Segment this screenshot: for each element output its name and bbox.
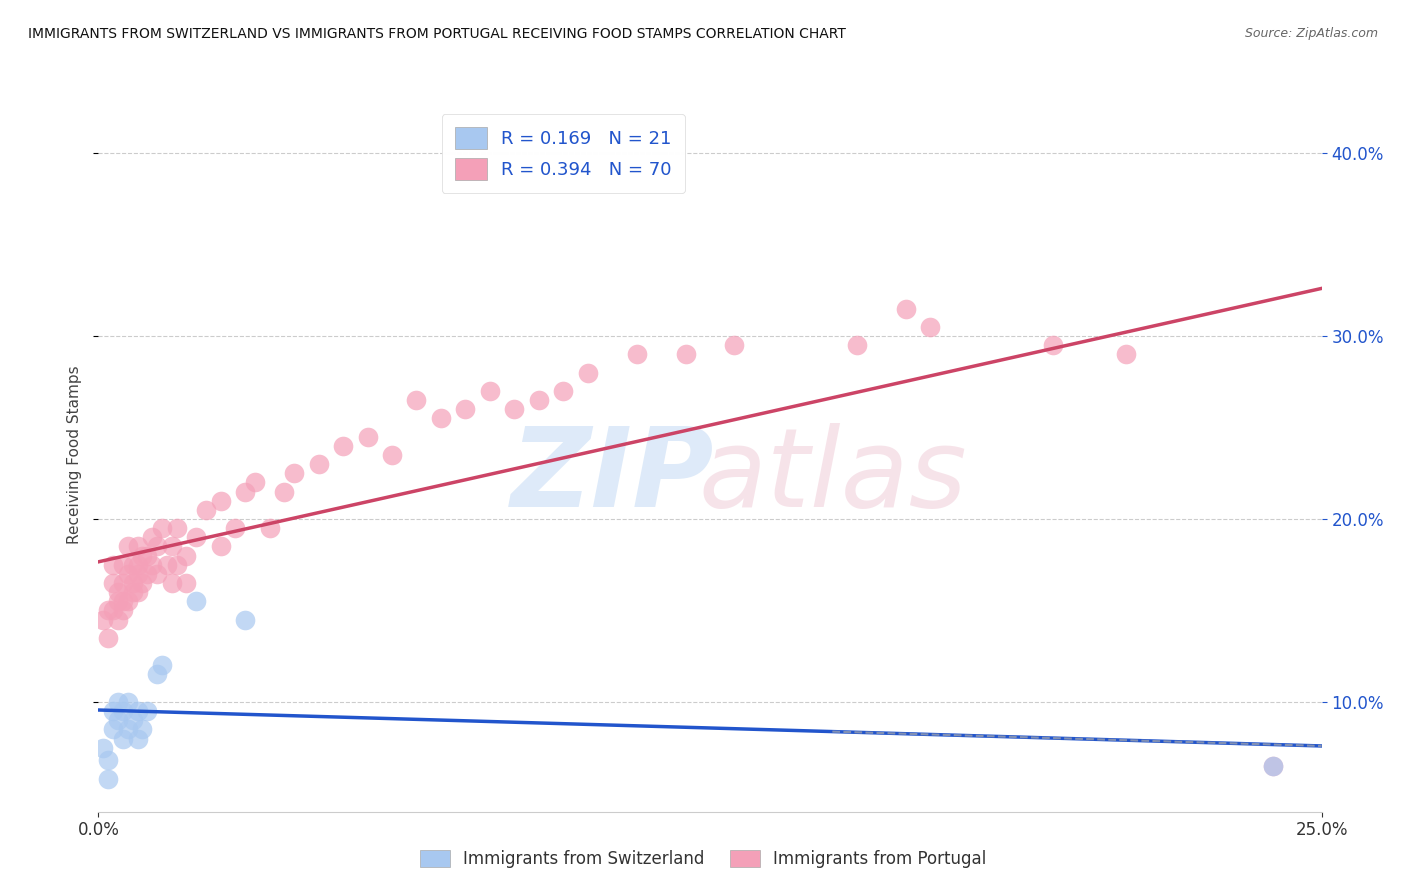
- Point: [121, 585, 143, 599]
- Legend: Immigrants from Switzerland, Immigrants from Portugal: Immigrants from Switzerland, Immigrants …: [413, 843, 993, 875]
- Point: [150, 658, 173, 673]
- Point: [209, 540, 232, 554]
- Point: [146, 540, 169, 554]
- Text: IMMIGRANTS FROM SWITZERLAND VS IMMIGRANTS FROM PORTUGAL RECEIVING FOOD STAMPS CO: IMMIGRANTS FROM SWITZERLAND VS IMMIGRANT…: [28, 27, 846, 41]
- Point: [430, 411, 453, 425]
- Point: [101, 576, 124, 591]
- Point: [146, 566, 169, 581]
- Point: [127, 585, 149, 599]
- Point: [146, 667, 169, 681]
- Point: [136, 566, 159, 581]
- Point: [107, 713, 129, 727]
- Point: [111, 558, 134, 572]
- Point: [381, 448, 404, 462]
- Point: [91, 740, 114, 755]
- Point: [101, 723, 124, 737]
- Point: [117, 695, 139, 709]
- Point: [131, 723, 153, 737]
- Point: [176, 549, 198, 563]
- Point: [107, 585, 129, 599]
- Point: [332, 439, 354, 453]
- Point: [121, 713, 143, 727]
- Y-axis label: Receiving Food Stamps: Receiving Food Stamps: [67, 366, 83, 544]
- Point: [121, 576, 143, 591]
- Point: [107, 695, 129, 709]
- Point: [166, 521, 188, 535]
- Point: [503, 402, 526, 417]
- Point: [117, 723, 139, 737]
- Legend: R = 0.169   N = 21, R = 0.394   N = 70: R = 0.169 N = 21, R = 0.394 N = 70: [441, 114, 685, 193]
- Point: [283, 467, 305, 481]
- Text: Source: ZipAtlas.com: Source: ZipAtlas.com: [1244, 27, 1378, 40]
- Point: [101, 558, 124, 572]
- Point: [111, 594, 134, 608]
- Point: [1261, 759, 1284, 773]
- Point: [209, 493, 232, 508]
- Point: [117, 566, 139, 581]
- Point: [1042, 338, 1064, 352]
- Point: [156, 558, 179, 572]
- Point: [894, 301, 917, 316]
- Text: atlas: atlas: [697, 423, 967, 530]
- Point: [845, 338, 868, 352]
- Point: [101, 704, 124, 718]
- Point: [91, 613, 114, 627]
- Text: ZIP: ZIP: [510, 423, 714, 530]
- Point: [160, 540, 183, 554]
- Point: [186, 530, 208, 544]
- Point: [136, 549, 159, 563]
- Point: [195, 503, 218, 517]
- Point: [553, 384, 575, 398]
- Point: [454, 402, 477, 417]
- Point: [97, 603, 120, 617]
- Point: [117, 594, 139, 608]
- Point: [141, 558, 163, 572]
- Point: [1261, 759, 1284, 773]
- Point: [127, 704, 149, 718]
- Point: [675, 347, 697, 361]
- Point: [478, 384, 501, 398]
- Point: [131, 576, 153, 591]
- Point: [308, 457, 330, 471]
- Point: [243, 475, 266, 490]
- Point: [920, 319, 942, 334]
- Point: [97, 772, 120, 786]
- Point: [356, 429, 378, 443]
- Point: [127, 558, 149, 572]
- Point: [136, 704, 159, 718]
- Point: [273, 484, 295, 499]
- Point: [576, 366, 599, 380]
- Point: [127, 566, 149, 581]
- Point: [101, 603, 124, 617]
- Point: [127, 731, 149, 746]
- Point: [127, 540, 149, 554]
- Point: [97, 754, 120, 768]
- Point: [141, 530, 163, 544]
- Point: [107, 613, 129, 627]
- Point: [111, 576, 134, 591]
- Point: [160, 576, 183, 591]
- Point: [233, 613, 256, 627]
- Point: [166, 558, 188, 572]
- Point: [117, 540, 139, 554]
- Point: [233, 484, 256, 499]
- Point: [1115, 347, 1137, 361]
- Point: [186, 594, 208, 608]
- Point: [224, 521, 246, 535]
- Point: [111, 704, 134, 718]
- Point: [527, 392, 550, 407]
- Point: [176, 576, 198, 591]
- Point: [405, 392, 427, 407]
- Point: [111, 603, 134, 617]
- Point: [259, 521, 281, 535]
- Point: [97, 631, 120, 645]
- Point: [121, 558, 143, 572]
- Point: [723, 338, 745, 352]
- Point: [150, 521, 173, 535]
- Point: [626, 347, 648, 361]
- Point: [111, 731, 134, 746]
- Point: [131, 549, 153, 563]
- Point: [107, 594, 129, 608]
